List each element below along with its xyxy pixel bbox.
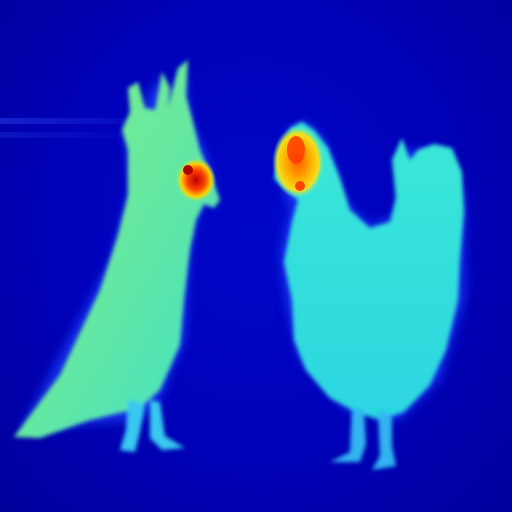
- background-streak: [0, 132, 150, 138]
- cockatiel-head-hotspot: [176, 158, 216, 202]
- chicken-wattle-hotspot: [295, 181, 305, 191]
- cockatiel-silhouette: [14, 60, 220, 452]
- chicken-comb-hotspot: [287, 136, 305, 164]
- background-streak: [0, 118, 180, 124]
- chicken-silhouette: [274, 122, 464, 470]
- cockatiel-eye-hotspot: [183, 165, 193, 175]
